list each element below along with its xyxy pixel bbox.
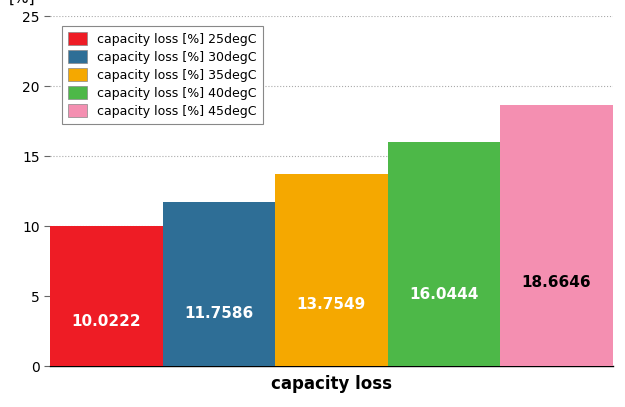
Text: 13.7549: 13.7549 [297, 297, 366, 312]
Legend: capacity loss [%] 25degC, capacity loss [%] 30degC, capacity loss [%] 35degC, ca: capacity loss [%] 25degC, capacity loss … [62, 26, 262, 124]
Bar [275, 174, 388, 366]
Y-axis label: [%]: [%] [9, 0, 35, 6]
Bar [50, 226, 162, 366]
X-axis label: capacity loss: capacity loss [271, 374, 392, 393]
Bar [500, 105, 612, 366]
Text: 11.7586: 11.7586 [184, 306, 253, 321]
Text: 10.0222: 10.0222 [71, 314, 141, 329]
Bar [162, 202, 275, 366]
Text: 18.6646: 18.6646 [521, 275, 591, 290]
Bar [388, 142, 500, 366]
Text: 16.0444: 16.0444 [409, 287, 479, 302]
